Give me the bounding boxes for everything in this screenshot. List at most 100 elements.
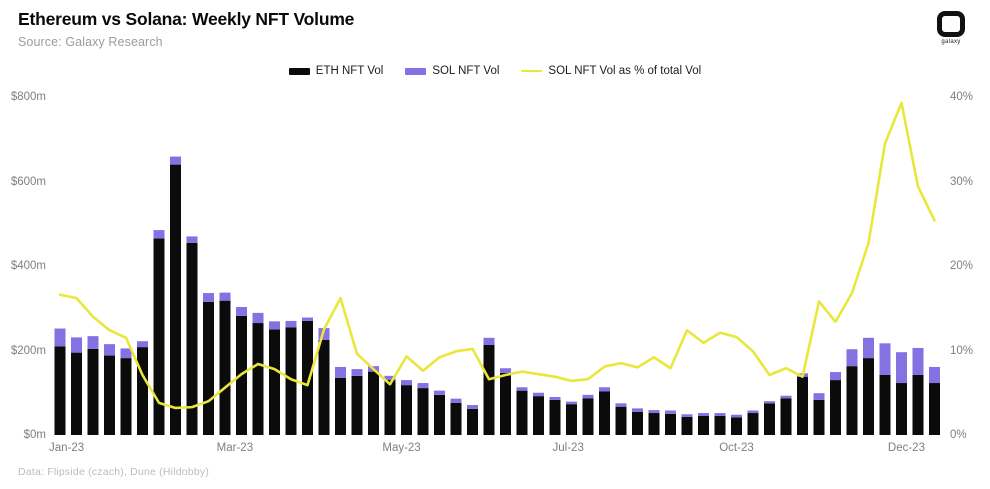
eth-bar — [285, 327, 297, 435]
sol-pct-legend-label: SOL NFT Vol as % of total Vol — [548, 65, 702, 77]
y-right-tick-label: 20% — [950, 260, 974, 272]
sol-bar — [104, 344, 115, 356]
sol-bar — [648, 410, 660, 414]
sol-pct-line — [58, 101, 936, 410]
eth-bar — [434, 394, 445, 435]
eth-bar — [335, 377, 346, 435]
sol-bar — [467, 405, 478, 409]
sol-bar — [120, 348, 132, 359]
legend-item-sol: SOL NFT Vol — [405, 65, 499, 77]
sol-bar — [137, 341, 148, 348]
sol-bar — [896, 352, 907, 384]
sol-bar — [714, 413, 726, 416]
sol-bar — [863, 337, 874, 359]
eth-bar — [681, 416, 693, 435]
sol-bar — [351, 369, 363, 376]
x-tick-label: Mar-23 — [216, 442, 254, 454]
sol-bar — [269, 321, 280, 330]
sol-bar — [335, 366, 346, 378]
sol-bar — [747, 410, 759, 414]
sol-bar — [780, 395, 792, 399]
sol-bar — [764, 401, 775, 404]
sol-bar — [417, 383, 429, 389]
sol-bar — [615, 403, 627, 407]
eth-bar — [632, 411, 643, 435]
eth-bar — [929, 383, 940, 435]
legend-item-eth: ETH NFT Vol — [288, 65, 384, 77]
y-right-tick-label: 40% — [950, 91, 974, 103]
sol-bar — [54, 328, 66, 347]
eth-bar — [714, 415, 726, 435]
sol-bar — [87, 336, 99, 349]
sol-bar — [731, 414, 742, 418]
eth-bar — [87, 348, 99, 435]
eth-bar — [467, 408, 478, 435]
sol-bar — [318, 328, 330, 340]
x-tick-label: Jan-23 — [49, 442, 85, 454]
y-left-tick-label: $400m — [10, 260, 46, 272]
sol-bar — [846, 349, 858, 367]
eth-bar — [549, 399, 561, 435]
eth-bar — [450, 402, 462, 435]
sol-bar — [879, 343, 891, 376]
eth-bar — [566, 404, 577, 435]
sol-bar — [401, 380, 412, 386]
sol-bar — [170, 156, 181, 165]
eth-bar — [318, 339, 330, 435]
eth-bar — [54, 346, 66, 435]
sol-pct-legend-swatch — [521, 69, 543, 73]
chart-source: Source: Galaxy Research — [18, 35, 163, 49]
eth-bar — [698, 415, 709, 435]
eth-bar — [368, 371, 379, 435]
eth-bar — [170, 164, 181, 435]
eth-bar — [896, 383, 907, 435]
y-left-tick-label: $800m — [10, 91, 46, 103]
sol-bar — [698, 413, 709, 416]
eth-bar — [599, 391, 610, 435]
eth-bar — [747, 413, 759, 435]
eth-bar — [830, 380, 841, 435]
eth-legend-swatch — [288, 67, 310, 75]
x-tick-label: May-23 — [382, 442, 421, 454]
sol-bar — [302, 317, 313, 321]
eth-bar — [731, 417, 742, 435]
eth-bar — [483, 345, 495, 435]
sol-bar — [219, 292, 231, 301]
eth-bar — [780, 398, 792, 435]
sol-bar — [450, 398, 462, 403]
sol-bar — [912, 347, 924, 376]
eth-bar — [219, 300, 231, 435]
eth-bar — [252, 323, 264, 435]
sol-bar — [186, 236, 198, 243]
eth-bar — [912, 375, 924, 435]
eth-bar — [648, 413, 660, 435]
eth-bar — [153, 238, 165, 435]
sol-bar — [566, 401, 577, 405]
galaxy-logo: galaxy — [928, 11, 974, 45]
eth-bar — [120, 358, 132, 435]
sol-bar — [549, 396, 561, 400]
sol-bar — [500, 368, 511, 373]
sol-bar — [483, 337, 495, 346]
sol-bar — [582, 394, 594, 399]
eth-bar — [104, 355, 115, 435]
eth-bar — [797, 376, 808, 435]
eth-bar — [533, 396, 544, 435]
eth-bar — [582, 398, 594, 435]
sol-bar — [71, 337, 82, 353]
sol-bar — [665, 410, 676, 414]
eth-legend-label: ETH NFT Vol — [315, 65, 384, 77]
sol-bar — [252, 312, 264, 324]
eth-bar — [302, 320, 313, 435]
eth-bar — [813, 399, 825, 435]
eth-bar — [186, 242, 198, 435]
sol-bar — [153, 230, 165, 239]
sol-bar — [632, 408, 643, 412]
eth-bar — [384, 380, 396, 435]
eth-bar — [71, 352, 82, 435]
eth-bar — [401, 385, 412, 435]
